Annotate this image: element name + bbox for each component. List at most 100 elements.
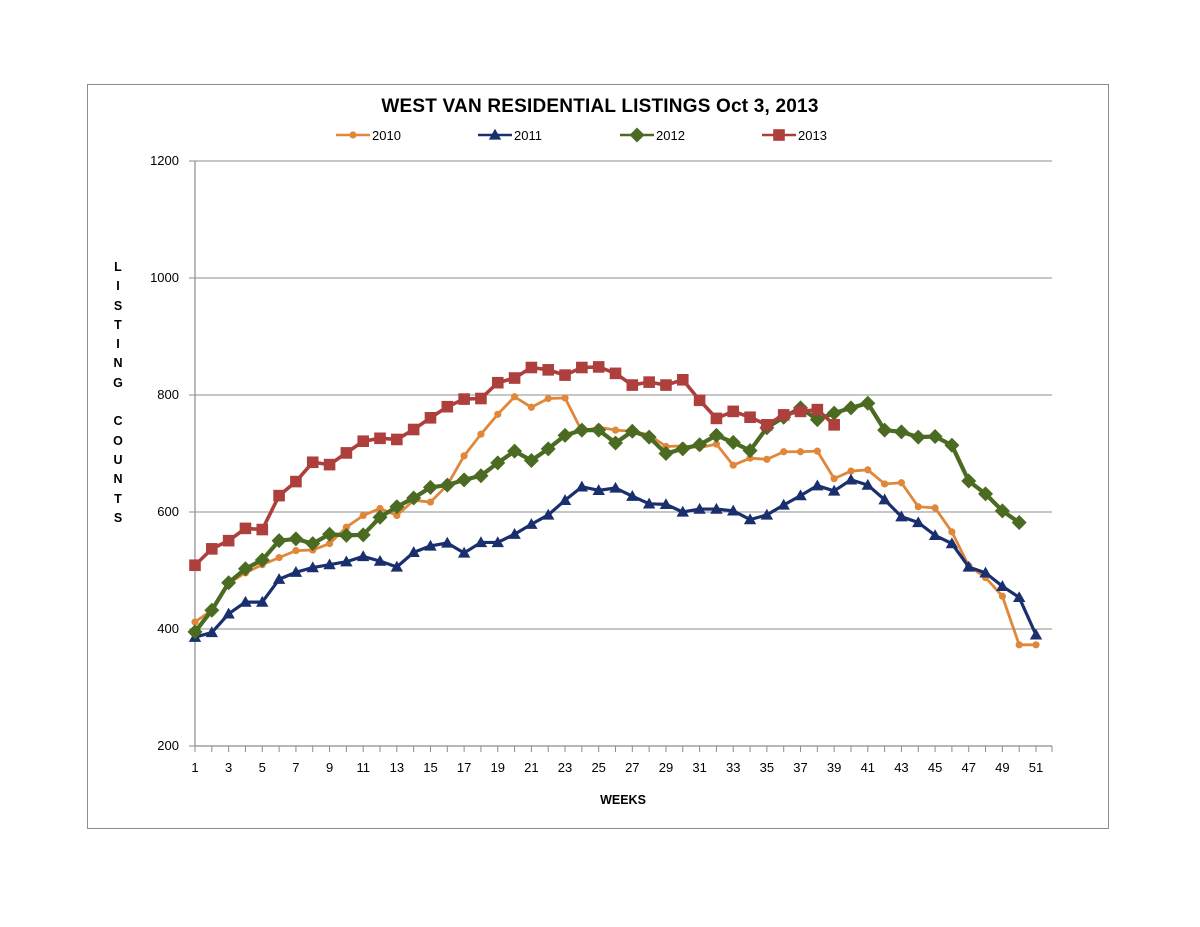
data-point-2013-week-10 (340, 447, 353, 459)
y-axis-label-letter-12: T (114, 491, 122, 506)
data-point-2011-week-31 (693, 502, 706, 514)
data-point-2010-week-1 (191, 618, 199, 626)
y-axis-label-letter-5: N (113, 356, 123, 371)
x-tick-label-45: 45 (928, 760, 942, 775)
data-point-2013-week-23 (559, 369, 571, 381)
data-point-2012-week-31 (692, 437, 708, 453)
data-point-2013-week-12 (374, 432, 386, 445)
x-tick-label-43: 43 (894, 760, 908, 775)
data-point-2010-week-21 (527, 403, 536, 411)
x-tick-label-13: 13 (390, 760, 404, 775)
data-point-2010-week-22 (544, 394, 552, 403)
y-axis-label-letter-1: I (116, 279, 120, 294)
data-point-2010-week-41 (864, 466, 872, 474)
data-point-2013-week-36 (777, 409, 790, 421)
data-point-2010-week-42 (881, 480, 889, 488)
data-point-2011-week-19 (491, 536, 504, 548)
data-point-2013-week-17 (458, 393, 470, 405)
data-point-2012-week-22 (540, 441, 556, 457)
data-point-2011-week-11 (357, 550, 370, 562)
data-point-2012-week-33 (725, 434, 741, 450)
data-point-2011-week-13 (390, 560, 404, 572)
data-point-2012-week-43 (893, 424, 909, 440)
legend-label-2010: 2010 (372, 127, 401, 143)
series-line-2012 (193, 401, 1021, 634)
data-point-2011-week-17 (457, 546, 471, 558)
data-point-2010-week-6 (275, 554, 283, 562)
data-point-2012-week-50 (1011, 515, 1027, 531)
data-point-2013-week-38 (811, 403, 824, 416)
data-point-2013-week-31 (693, 394, 706, 407)
data-point-2010-week-49 (998, 592, 1006, 600)
y-axis-label-letter-13: S (113, 510, 123, 525)
data-point-2011-week-48 (979, 566, 992, 578)
data-point-2011-week-24 (575, 480, 589, 492)
data-point-2012-week-18 (473, 468, 489, 484)
series-2012 (187, 395, 1027, 640)
y-tick-label-800: 800 (157, 387, 179, 402)
data-point-2013-week-5 (256, 523, 269, 536)
data-point-2011-week-20 (508, 528, 521, 539)
data-point-2013-week-4 (239, 522, 252, 535)
data-point-2012-week-5 (254, 552, 270, 568)
data-point-2013-week-35 (761, 419, 773, 431)
data-point-2012-week-6 (271, 533, 287, 549)
data-point-2011-week-7 (289, 566, 303, 577)
data-point-2011-week-18 (474, 536, 488, 548)
chart-title: WEST VAN RESIDENTIAL LISTINGS Oct 3, 201… (381, 96, 819, 117)
data-point-2011-week-5 (256, 595, 269, 607)
legend-item-2012: 2012 (620, 125, 685, 145)
series-2013 (189, 361, 840, 572)
data-point-2010-week-13 (393, 511, 401, 520)
data-point-2013-week-18 (475, 392, 487, 405)
data-point-2010-week-15 (426, 498, 435, 506)
data-point-2011-week-22 (542, 508, 555, 520)
y-tick-label-1000: 1000 (150, 270, 179, 285)
data-point-2012-week-15 (422, 479, 438, 495)
y-axis-label-letter-8: C (113, 414, 123, 429)
data-point-2011-week-45 (928, 529, 942, 541)
chart-legend: 2010 2011 2012 2013 (0, 125, 1200, 145)
legend-marker-2010 (349, 131, 357, 139)
data-point-2012-week-24 (574, 422, 590, 438)
data-point-2013-week-29 (660, 379, 672, 391)
data-point-2012-week-27 (624, 423, 640, 439)
data-point-2013-week-24 (576, 361, 588, 374)
x-tick-label-35: 35 (760, 760, 774, 775)
legend-marker-2012 (629, 127, 645, 143)
data-point-2012-week-9 (322, 526, 338, 542)
x-tick-label-9: 9 (326, 760, 333, 775)
data-point-2013-week-9 (323, 458, 336, 471)
x-tick-label-21: 21 (524, 760, 538, 775)
data-point-2012-week-3 (221, 575, 237, 591)
data-point-2011-week-44 (912, 516, 925, 528)
data-point-2012-week-30 (675, 441, 691, 457)
data-point-2010-week-43 (897, 479, 906, 487)
data-point-2011-week-10 (340, 555, 353, 567)
data-point-2012-week-21 (523, 453, 539, 469)
data-point-2013-week-21 (525, 361, 538, 374)
data-point-2012-week-32 (708, 427, 724, 443)
data-point-2011-week-23 (558, 494, 572, 505)
legend-item-2011: 2011 (478, 125, 542, 145)
data-point-2010-week-45 (931, 504, 939, 512)
x-tick-label-39: 39 (827, 760, 841, 775)
data-point-2012-week-46 (944, 437, 960, 453)
x-axis-label: WEEKS (600, 793, 646, 807)
series-line-2011 (194, 478, 1038, 639)
data-point-2013-week-16 (441, 400, 454, 413)
data-point-2011-week-9 (323, 558, 336, 570)
data-point-2011-week-51 (1029, 628, 1043, 640)
data-point-2010-week-46 (948, 528, 956, 536)
data-point-2011-week-47 (962, 560, 975, 572)
data-point-2013-week-7 (290, 475, 302, 488)
x-tick-label-7: 7 (292, 760, 299, 775)
data-point-2011-week-46 (945, 537, 959, 549)
data-point-2011-week-49 (996, 580, 1009, 591)
data-point-2011-week-8 (306, 561, 319, 573)
legend-marker-2011 (488, 128, 502, 140)
data-point-2013-week-26 (609, 367, 622, 380)
legend-marker-2013 (773, 129, 785, 141)
data-point-2011-week-34 (743, 513, 757, 525)
data-point-2010-week-40 (847, 467, 855, 475)
